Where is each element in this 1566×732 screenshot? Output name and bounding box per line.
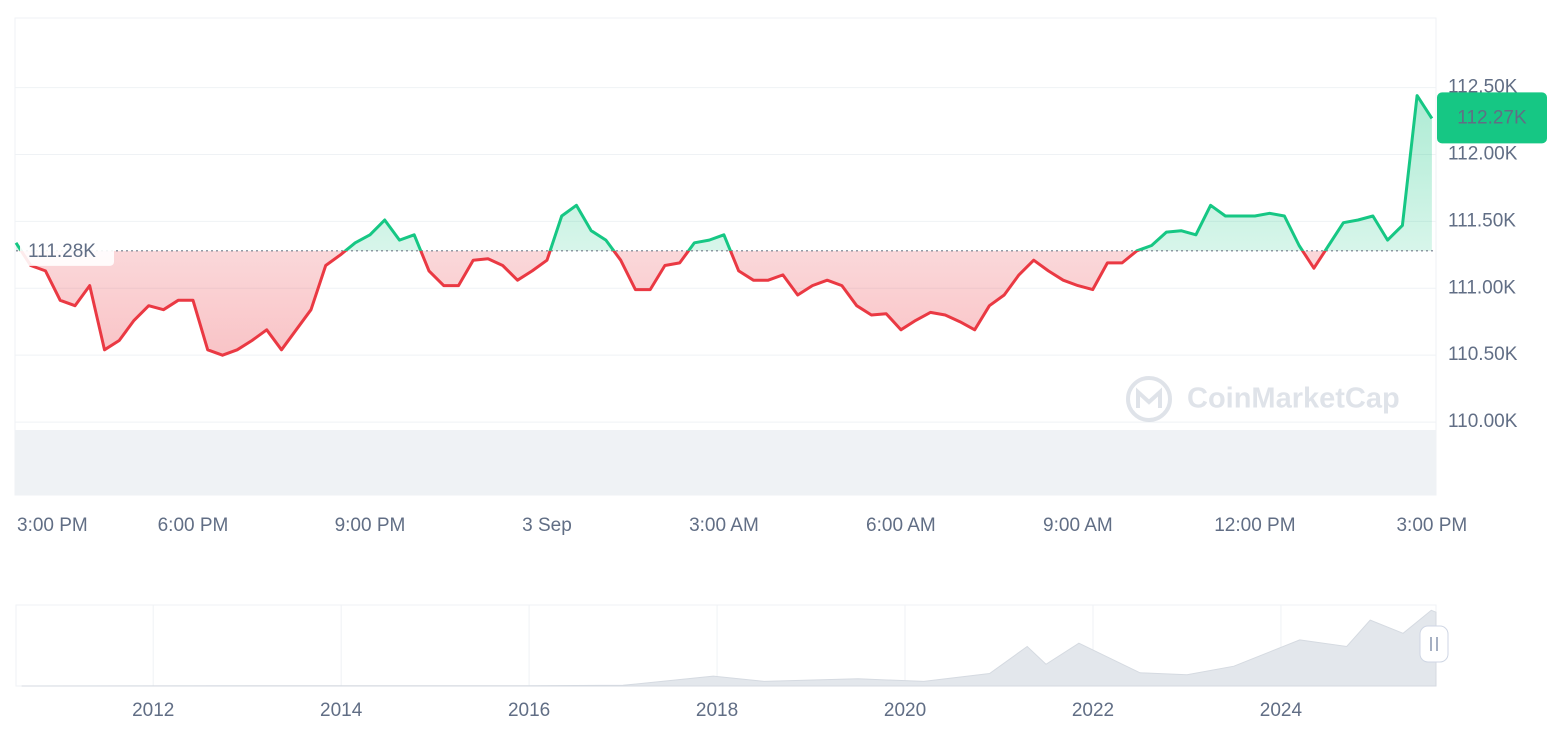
x-tick-label: 3:00 AM — [689, 515, 759, 536]
area-down — [21, 250, 1326, 356]
watermark: CoinMarketCap — [1126, 376, 1400, 422]
y-tick-label: 112.00K — [1448, 143, 1518, 164]
x-tick-label: 6:00 PM — [158, 515, 229, 536]
x-tick-label: 9:00 PM — [335, 515, 406, 536]
x-tick-label: 12:00 PM — [1214, 515, 1295, 536]
current-price-label: 112.27K — [1457, 107, 1527, 128]
navigator-tick-label: 2018 — [696, 700, 738, 721]
navigator-tick-label: 2022 — [1072, 700, 1114, 721]
baseline-label-bg — [20, 235, 114, 266]
y-tick-label: 110.50K — [1448, 344, 1518, 365]
price-line-down — [19, 250, 1327, 357]
y-tick-label: 111.00K — [1448, 277, 1516, 298]
price-line-up — [14, 94, 1434, 251]
watermark-text: CoinMarketCap — [1187, 383, 1400, 415]
current-price-tag — [1437, 92, 1547, 144]
x-tick-label: 9:00 AM — [1043, 515, 1113, 536]
y-tick-label: 110.00K — [1448, 411, 1518, 432]
y-tick-label: 111.50K — [1448, 210, 1516, 231]
x-tick-label: 3:00 PM — [1396, 515, 1467, 536]
navigator-area — [21, 609, 1437, 687]
baseline-label: 111.28K — [28, 241, 96, 262]
volume-band — [15, 430, 1436, 495]
x-tick-label: 3:00 PM — [17, 515, 88, 536]
x-tick-label: 3 Sep — [522, 515, 572, 536]
x-tick-label: 6:00 AM — [866, 515, 936, 536]
navigator-tick-label: 2016 — [508, 700, 550, 721]
navigator-tick-label: 2014 — [320, 700, 363, 721]
navigator-tick-label: 2024 — [1260, 700, 1303, 721]
navigator-tick-label: 2020 — [884, 700, 926, 721]
area-up — [16, 95, 1432, 251]
y-tick-label: 112.50K — [1448, 77, 1518, 98]
navigator-handle[interactable] — [1419, 625, 1449, 663]
navigator-tick-label: 2012 — [132, 700, 174, 721]
